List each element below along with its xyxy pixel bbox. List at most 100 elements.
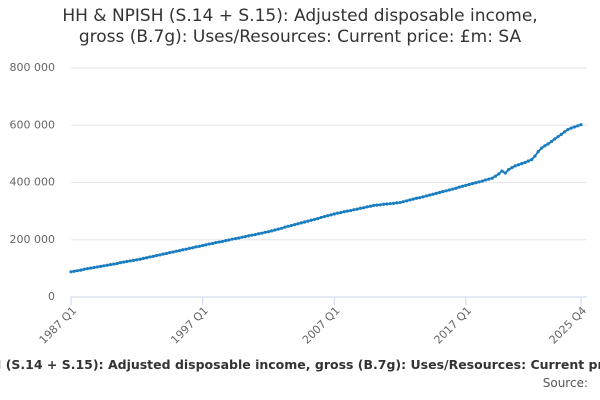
point	[539, 146, 544, 150]
point	[266, 230, 271, 234]
point	[125, 259, 129, 264]
point	[75, 269, 80, 273]
x-tick-label: 2017 Q1	[432, 304, 475, 347]
point	[82, 267, 86, 271]
point	[385, 202, 389, 206]
point	[414, 196, 419, 200]
point	[128, 259, 132, 263]
point	[303, 220, 307, 224]
point	[293, 222, 297, 227]
point	[286, 224, 290, 228]
point	[260, 231, 264, 235]
point	[556, 135, 560, 139]
point	[460, 184, 465, 188]
point	[283, 225, 287, 229]
point	[579, 123, 583, 127]
point	[569, 126, 573, 130]
point	[102, 264, 106, 268]
point	[576, 124, 580, 128]
point	[431, 192, 435, 196]
point	[388, 202, 392, 206]
point	[332, 212, 336, 216]
point	[507, 168, 511, 172]
source: Source:	[542, 376, 588, 390]
point	[316, 216, 320, 221]
point	[299, 221, 303, 225]
point	[69, 270, 73, 274]
point	[358, 206, 363, 210]
point	[92, 265, 96, 270]
point	[217, 240, 221, 244]
point	[352, 208, 356, 212]
point	[151, 254, 155, 258]
point	[224, 239, 228, 243]
point	[220, 239, 224, 244]
point	[227, 238, 231, 242]
point	[319, 215, 323, 220]
point	[553, 137, 557, 141]
point	[474, 181, 478, 185]
point	[500, 169, 504, 173]
point	[329, 213, 333, 217]
point	[237, 236, 241, 240]
point	[405, 199, 409, 203]
point	[122, 260, 126, 264]
point	[240, 235, 244, 239]
point	[566, 127, 570, 132]
point	[520, 162, 524, 166]
point	[441, 190, 445, 194]
point	[339, 210, 343, 215]
point	[95, 265, 99, 269]
point	[395, 201, 399, 205]
point	[256, 232, 261, 236]
point	[154, 253, 159, 258]
point	[526, 159, 530, 163]
line	[70, 123, 582, 273]
point	[335, 211, 340, 215]
point	[398, 200, 402, 205]
point	[424, 194, 428, 198]
point	[118, 261, 122, 265]
point	[349, 208, 353, 213]
point	[418, 196, 422, 200]
point	[187, 246, 192, 250]
y-tick-label: 600 000	[10, 118, 56, 131]
point	[309, 218, 313, 222]
point	[164, 251, 169, 256]
point	[181, 248, 185, 252]
point	[546, 142, 550, 146]
point	[444, 189, 448, 193]
point	[79, 268, 83, 272]
point	[210, 241, 215, 246]
point	[138, 257, 142, 261]
point	[322, 214, 326, 219]
point	[454, 186, 458, 190]
x-tick-label: 2007 Q1	[300, 304, 343, 347]
point	[326, 214, 330, 218]
point	[145, 256, 149, 260]
point	[562, 130, 567, 134]
point	[451, 187, 455, 191]
point	[184, 247, 188, 251]
point	[467, 182, 471, 187]
point	[214, 241, 218, 245]
point	[457, 185, 461, 189]
chart-title: HH & NPISH (S.14 + S.15): Adjusted dispo…	[62, 6, 538, 47]
point	[207, 242, 211, 246]
point	[572, 125, 577, 129]
point	[230, 237, 234, 241]
point	[158, 253, 162, 257]
point	[411, 197, 415, 201]
point	[99, 264, 103, 268]
y-tick-label: 200 000	[10, 233, 56, 246]
point	[365, 205, 369, 209]
point	[168, 251, 172, 255]
point	[477, 180, 481, 184]
x-tick-label: 2025 Q4	[547, 304, 590, 347]
point	[273, 228, 277, 232]
point	[391, 201, 396, 205]
point	[513, 164, 517, 168]
point	[533, 154, 537, 158]
point	[112, 262, 116, 266]
point	[191, 246, 195, 250]
